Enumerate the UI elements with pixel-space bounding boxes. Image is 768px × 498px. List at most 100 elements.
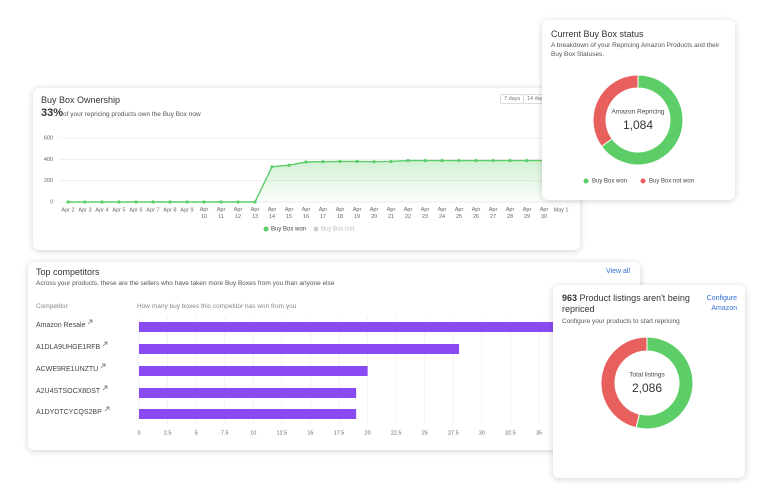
x-tick-label: Apr 9 — [180, 207, 193, 213]
line-point — [236, 200, 240, 204]
headline: 33% — [41, 107, 64, 119]
line-point — [508, 159, 512, 163]
external-icon — [102, 341, 108, 347]
buybox-status-card: Amazon Repricing 1,084 Buy Box won Buy Box … — [542, 20, 735, 200]
competitor-label: A1DYDTCYCQS2BP — [36, 409, 102, 416]
x-tick-label: Apr 4 — [95, 207, 108, 213]
line-point — [202, 200, 206, 204]
line-point — [66, 200, 70, 204]
x-tick-label: Apr 2 — [61, 207, 74, 213]
x-tick-label: Apr 24 — [438, 207, 447, 220]
competitor-name[interactable]: A1DYDTCYCQS2BP — [36, 406, 110, 416]
x-tick-label: 10 — [250, 430, 256, 436]
legend-swatch — [583, 178, 589, 184]
y-tick-label: 0 — [50, 199, 53, 205]
x-tick-label: Apr 16 — [302, 207, 311, 220]
card-title: 963 Product listings aren't being repric… — [562, 293, 702, 315]
view-all-link[interactable]: View all — [606, 268, 630, 275]
x-tick-label: 12.5 — [277, 430, 288, 436]
legend-swatch — [313, 226, 319, 232]
column-header: Competitor — [36, 303, 68, 310]
external-icon — [100, 363, 106, 369]
competitor-label: A1DLA9UHGE1RFB — [36, 344, 101, 351]
external-icon — [88, 319, 93, 325]
x-tick-label: Apr 28 — [506, 207, 515, 220]
external-icon — [104, 406, 110, 412]
legend-label: Buy Box lost — [321, 227, 355, 233]
bar — [139, 344, 460, 354]
line-point — [151, 200, 155, 204]
configure-link[interactable]: Configure Amazon — [706, 295, 737, 312]
y-tick-label: 200 — [44, 178, 53, 184]
card-subtitle: of your repricing products own the Buy B… — [63, 111, 201, 118]
x-tick-label: Apr 10 — [200, 207, 209, 220]
line-point — [372, 160, 376, 164]
card-title: Buy Box Ownership — [41, 95, 121, 105]
x-tick-label: Apr 26 — [472, 207, 481, 220]
line-point — [83, 200, 87, 204]
x-tick-label: 7.5 — [221, 430, 229, 436]
competitor-label: A2U4STSOCX8DST — [36, 388, 101, 395]
x-tick-label: Apr 22 — [404, 207, 413, 220]
center-value: 1,084 — [623, 118, 653, 132]
donut-segment — [600, 336, 648, 429]
bar — [139, 322, 562, 332]
x-tick-label: Apr 3 — [78, 207, 91, 213]
bar-chart: 0 2.5 5 7.5 10 12.5 15 17.5 20 22.5 25 27.5 30 32.5 35 — [137, 317, 562, 436]
x-tick-label: Apr 19 — [353, 207, 362, 220]
legend-label: Buy Box won — [592, 179, 627, 185]
card-title: Top competitors — [36, 267, 100, 277]
competitor-name[interactable]: Amazon Resale — [36, 319, 93, 329]
title-text: Product listings aren't being repriced — [562, 293, 690, 314]
line-point — [491, 159, 495, 163]
line-point — [389, 159, 393, 164]
legend-swatch — [263, 226, 269, 232]
line-area — [68, 160, 561, 202]
x-tick-label: Apr 18 — [336, 207, 345, 220]
x-tick-label: Apr 21 — [387, 207, 396, 220]
competitor-label: Amazon Resale — [36, 322, 86, 329]
competitor-name[interactable]: A2U4STSOCX8DST — [36, 385, 108, 395]
card-subtitle: Across your products, these are the sell… — [36, 280, 335, 287]
legend-label: Buy Box won — [271, 227, 306, 233]
x-tick-label: 20 — [365, 430, 371, 436]
y-tick-label: 400 — [44, 157, 53, 163]
competitor-name[interactable]: A1DLA9UHGE1RFB — [36, 341, 108, 351]
x-tick-label: Apr 8 — [163, 207, 176, 213]
x-tick-label: Apr 13 — [251, 207, 260, 220]
center-value: 2,086 — [632, 381, 662, 395]
x-tick-label: 27.5 — [448, 430, 459, 436]
external-icon — [102, 385, 108, 391]
x-tick-label: Apr 30 — [540, 207, 549, 220]
line-point — [185, 200, 189, 204]
line-point — [355, 159, 359, 164]
line-point — [406, 159, 410, 163]
legend-swatch — [640, 178, 646, 184]
range-button[interactable]: 7 days — [500, 94, 525, 104]
line-point — [321, 160, 325, 164]
x-tick-label: Apr 15 — [285, 207, 294, 220]
card-subtitle: A breakdown of your Repricing Amazon Pro… — [551, 42, 720, 58]
ownership-card: 0 200 400 600 Apr 2 Apr 3 Apr 4 Apr 5 Apr 6 Apr 7… — [33, 88, 580, 250]
column-header: How many buy boxes this competitor has w… — [137, 303, 297, 310]
line-point — [100, 200, 104, 204]
x-tick-label: 5 — [195, 430, 198, 436]
donut-segment — [600, 74, 684, 166]
x-tick-label: 25 — [422, 430, 428, 436]
line-series — [68, 159, 561, 203]
x-tick-label: Apr 17 — [319, 207, 328, 220]
x-tick-label: 35 — [536, 430, 542, 436]
line-point — [338, 159, 342, 164]
line-point — [423, 159, 427, 163]
x-tick-label: Apr 5 — [112, 207, 125, 213]
x-tick-label: 2.5 — [164, 430, 172, 436]
line-point — [270, 165, 274, 169]
competitor-name[interactable]: ACWE9RE1UNZTU — [36, 363, 106, 373]
card-subtitle: Configure your products to start reprici… — [562, 318, 680, 325]
line-point — [287, 163, 291, 167]
bar — [139, 366, 368, 376]
x-tick-label: Apr 6 — [129, 207, 142, 213]
bar — [139, 409, 357, 419]
title-count: 963 — [562, 293, 578, 303]
donut-segment — [635, 336, 694, 430]
